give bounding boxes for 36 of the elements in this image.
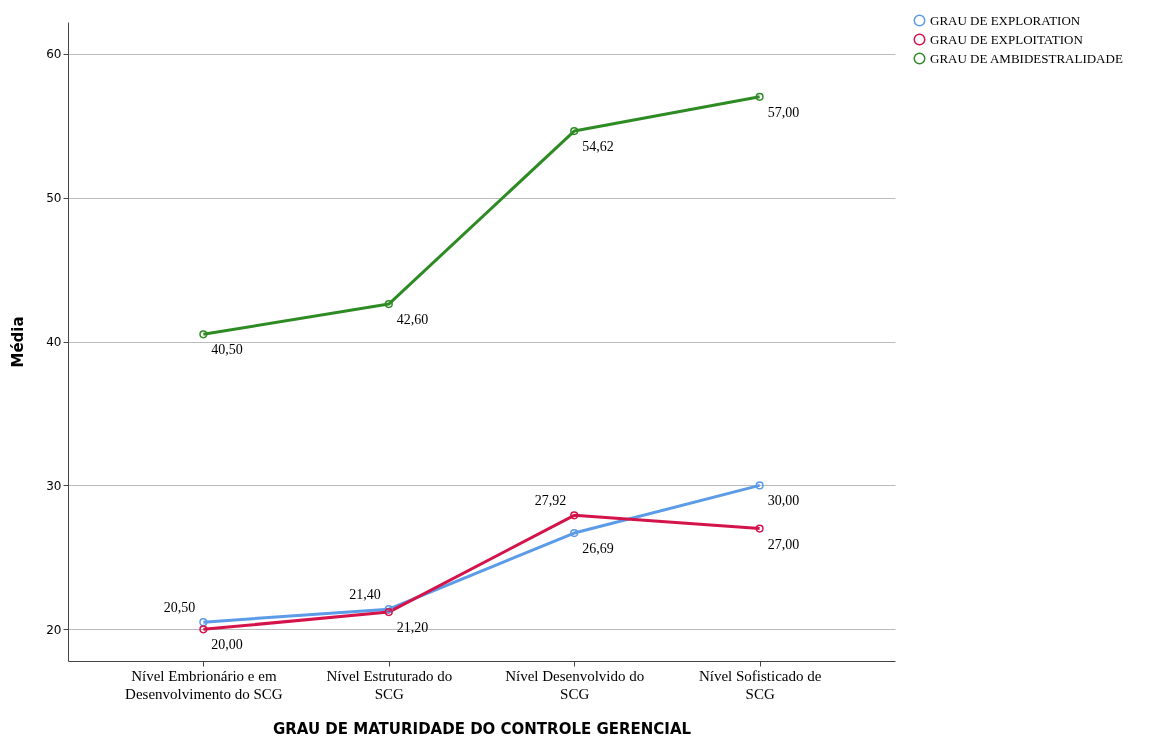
data-label: 54,62 [582,139,614,155]
x-tick-label: Nível Sofisticado de SCG [698,667,822,702]
legend-label: GRAU DE EXPLORATION [930,12,1081,28]
data-label: 27,00 [767,536,800,552]
point [384,299,393,309]
y-tick-label: 50 [46,191,62,206]
point [755,92,764,101]
y-tick-label: 60 [46,47,62,62]
point [755,481,764,490]
data-label: 57,00 [767,104,800,120]
data-label: 40,50 [211,342,243,358]
x-tick-label: Nível Estruturado do SCG [326,667,453,702]
y-tick-label: 40 [46,335,62,349]
point [570,126,579,136]
data-label: 20,00 [211,637,243,653]
y-tick-label: 20 [46,622,62,637]
x-tick-label: Nível Embrionário e em Desenvolvimento do SCG [125,667,283,702]
data-label: 26,69 [582,541,614,557]
y-tick-label: 30 [46,478,62,493]
data-label: 42,60 [396,312,429,328]
y-axis-title: Média [9,316,28,368]
data-label: 21,20 [396,620,429,636]
point [199,618,208,627]
point [755,524,764,533]
legend-label: GRAU DE EXPLOITATION [930,31,1084,47]
point [199,625,208,634]
point [570,511,579,520]
point [199,330,208,339]
data-label: 27,92 [534,493,567,509]
data-label: 30,00 [767,493,800,509]
data-label: 20,50 [163,600,196,616]
x-tick-label: Nível Desenvolvido do SCG [505,667,645,702]
point [570,528,579,538]
data-label: 21,40 [349,587,381,603]
legend-label: GRAU DE AMBIDESTRALIDADE [930,50,1123,66]
x-axis-title: GRAU DE MATURIDADE DO CONTROLE GERENCIAL [272,719,692,738]
